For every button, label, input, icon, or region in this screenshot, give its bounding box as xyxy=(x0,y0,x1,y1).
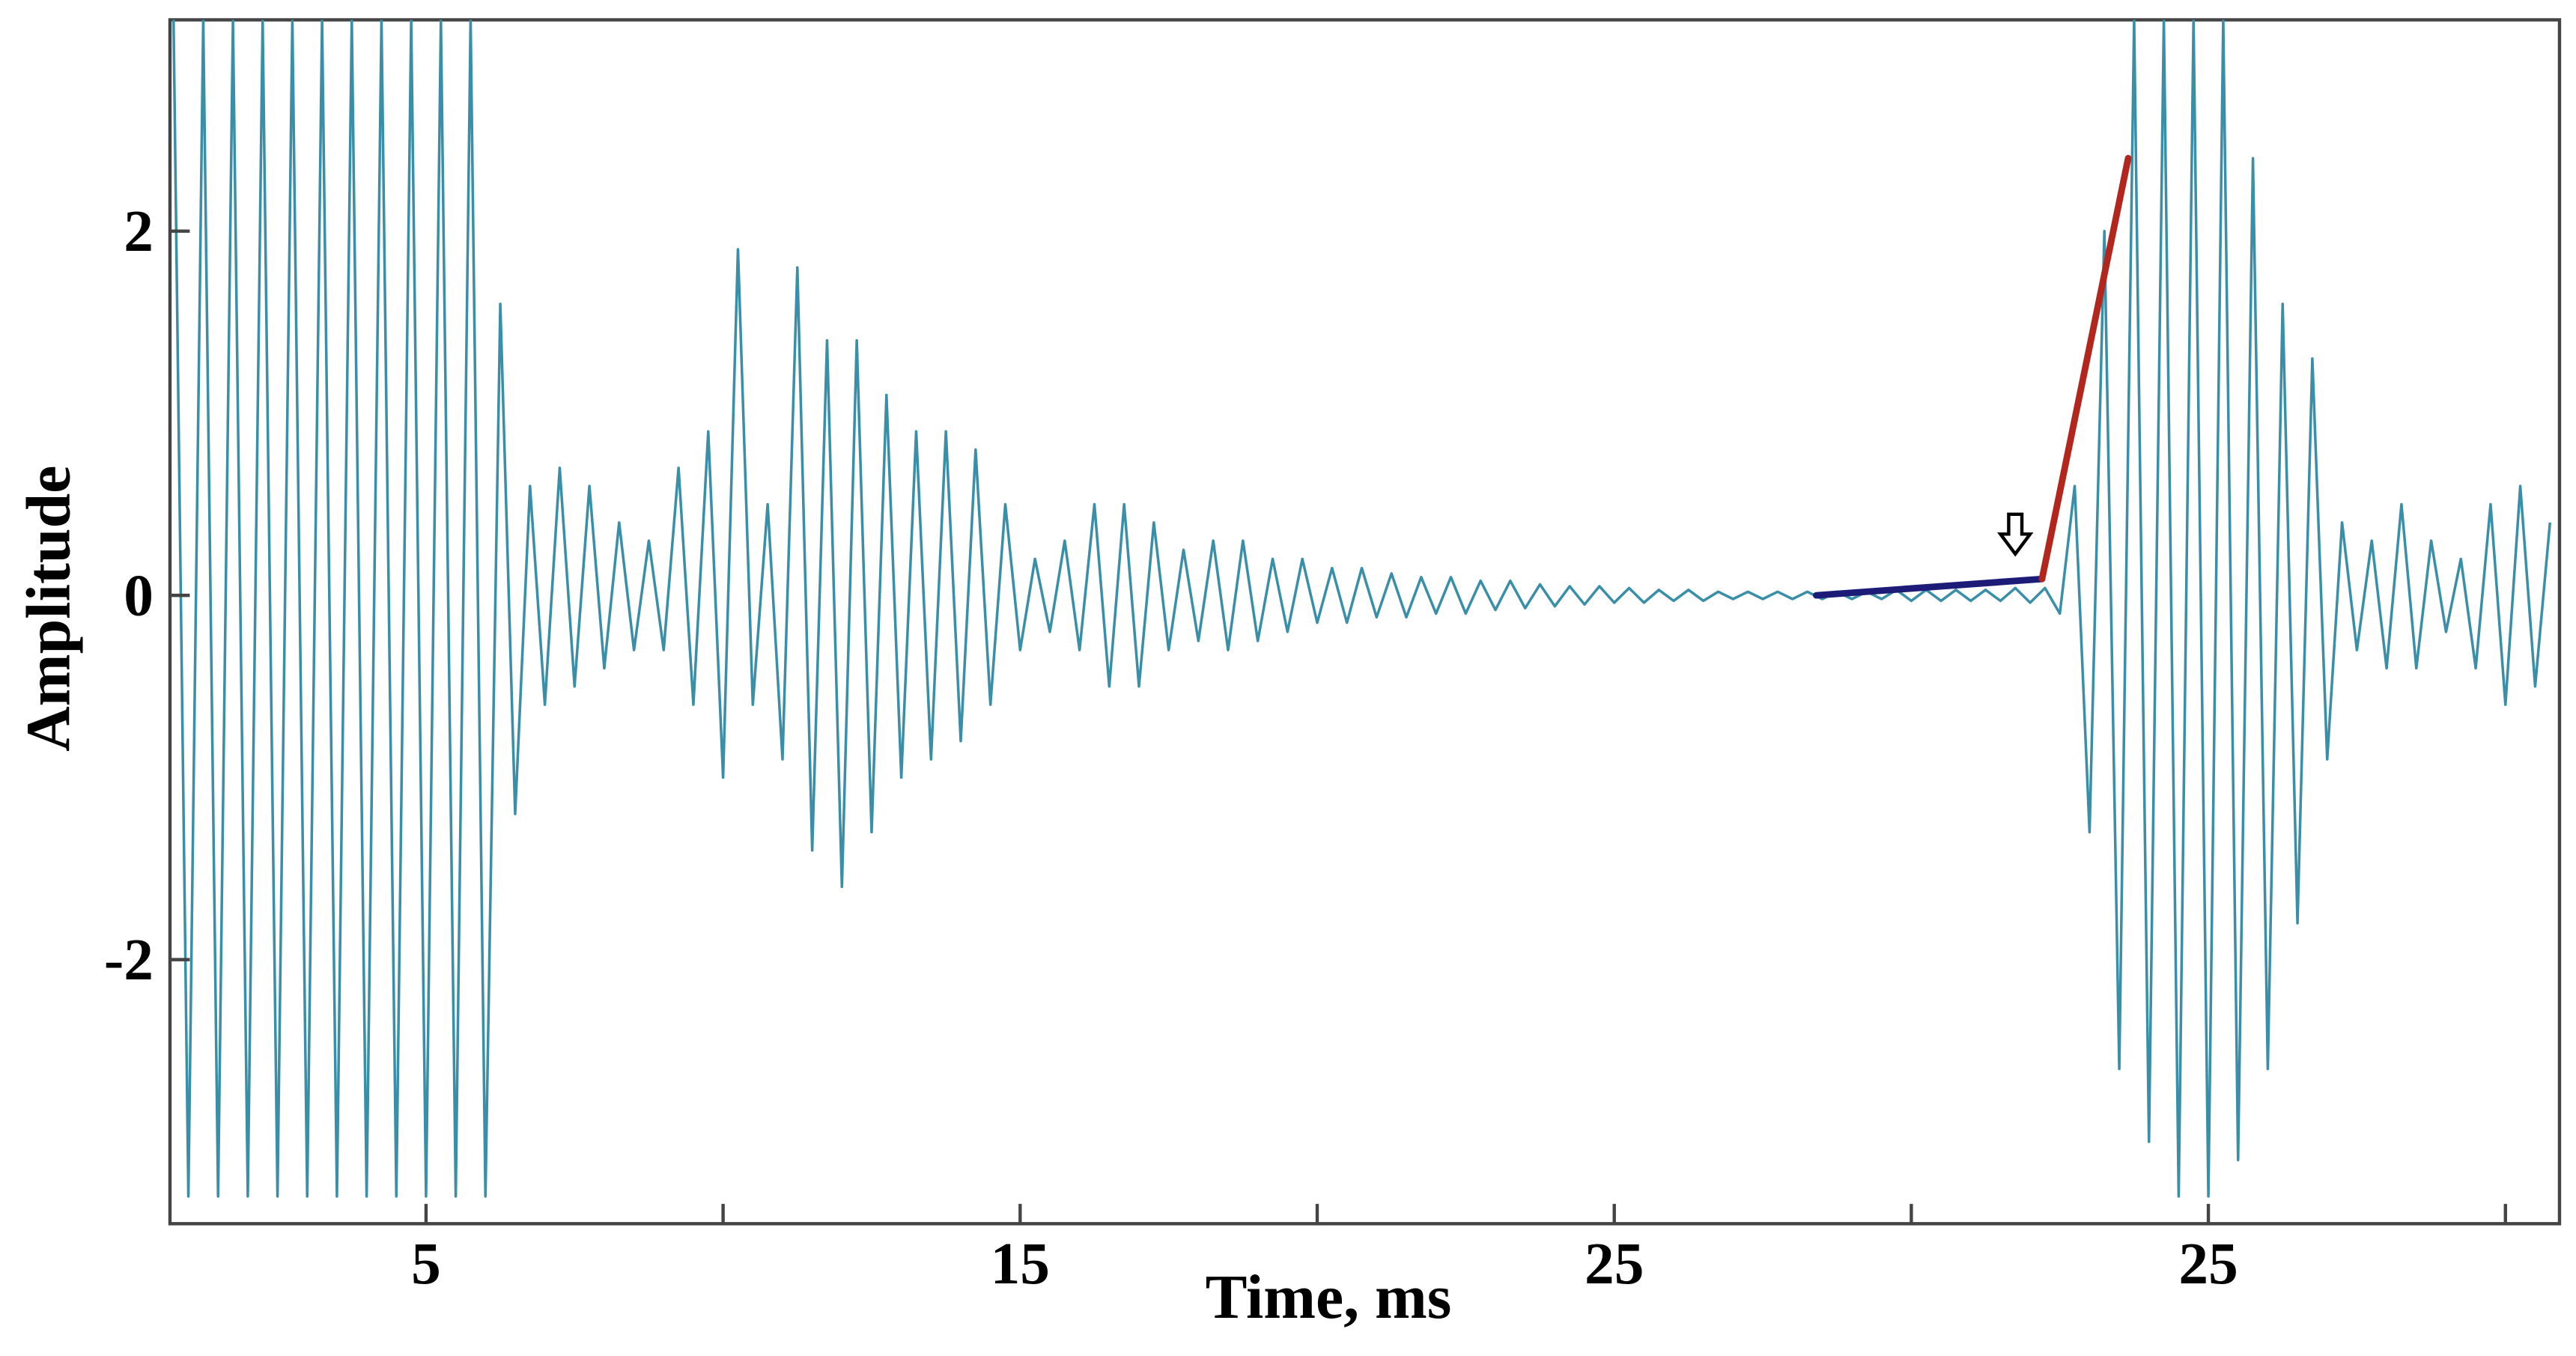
fit-line xyxy=(1813,575,2046,599)
waveform xyxy=(171,19,2552,1198)
y-tick-label: 0 xyxy=(124,563,154,629)
y-tick-label: 2 xyxy=(124,198,154,264)
x-tick-label: 15 xyxy=(991,1231,1050,1297)
axes: 5 15 25 25 -2 0 2 xyxy=(104,198,2507,1297)
x-tick-label: 5 xyxy=(411,1231,441,1297)
x-axis-label: Time, ms xyxy=(1206,1262,1452,1332)
y-axis-label: Amplitude xyxy=(14,466,84,752)
plot-area xyxy=(171,19,2552,1198)
arrow-marker xyxy=(1996,512,2034,557)
x-tick-label: 25 xyxy=(2178,1231,2238,1297)
y-tick-label: -2 xyxy=(104,927,154,993)
x-tick-label: 25 xyxy=(1585,1231,1644,1297)
fit-line xyxy=(2038,154,2132,583)
